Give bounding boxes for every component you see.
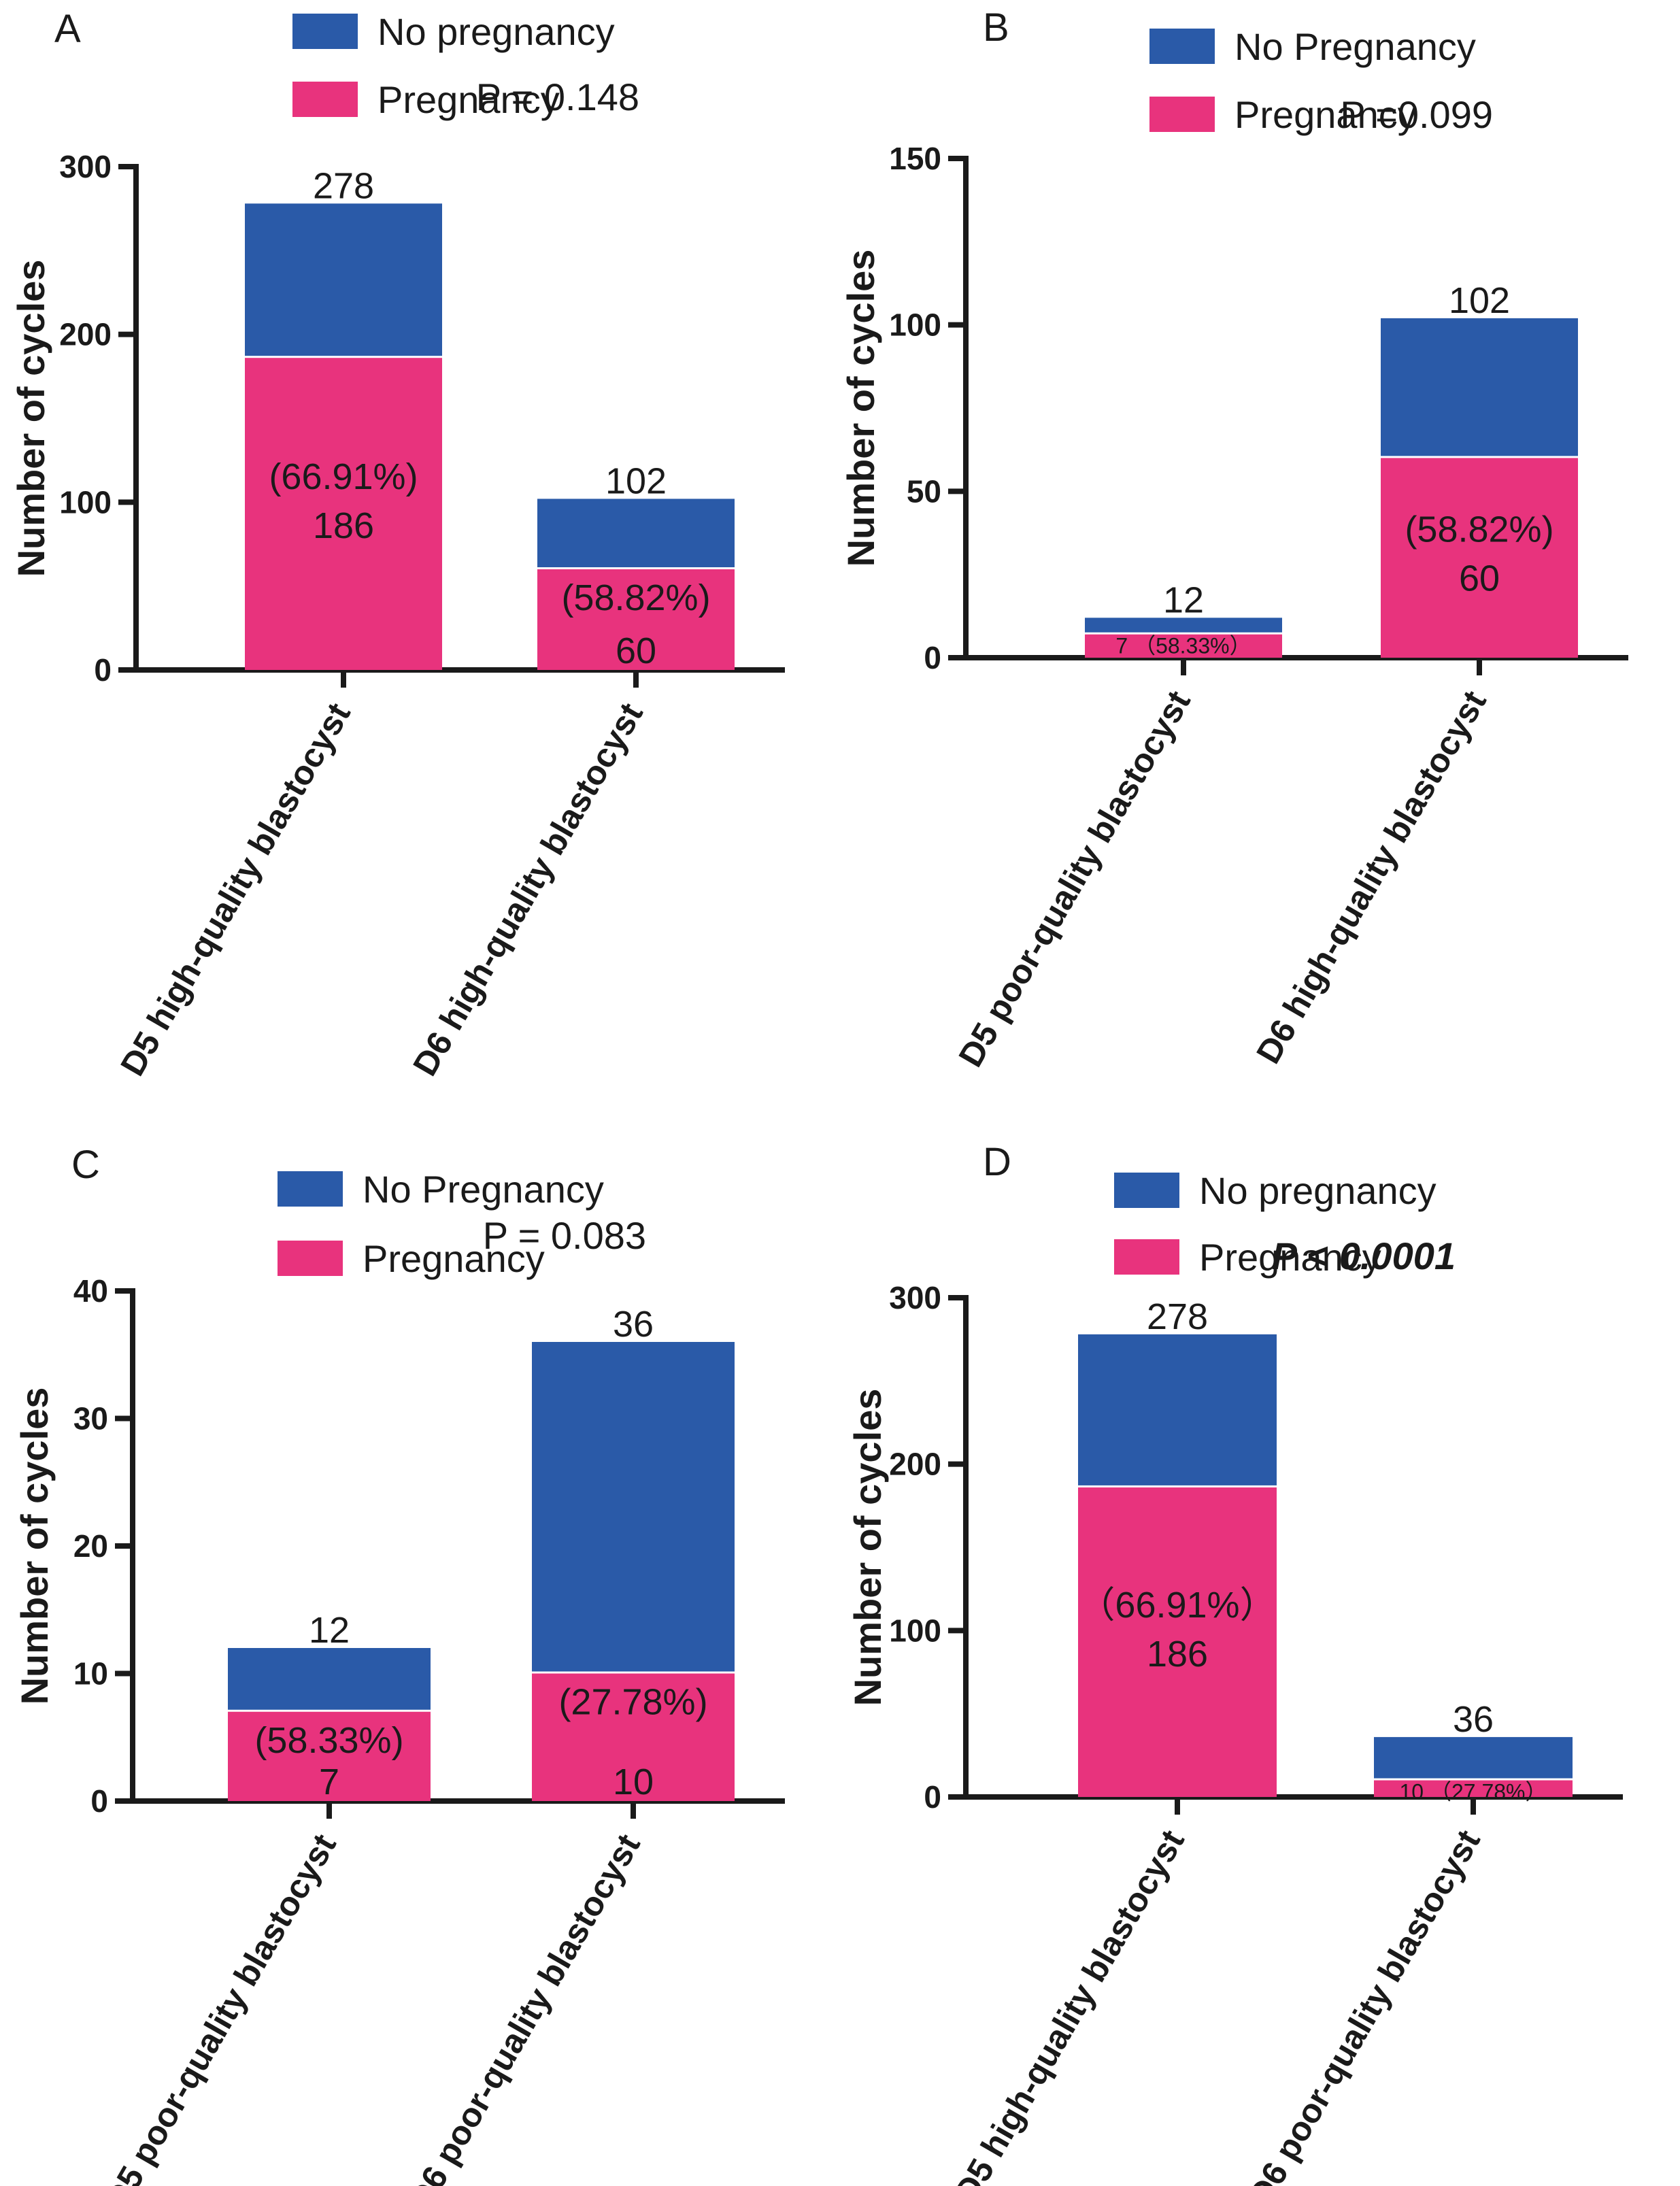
bar-pregnancy bbox=[245, 358, 442, 670]
y-tick-label: 100 bbox=[889, 307, 941, 343]
bar-no-pregnancy bbox=[245, 203, 442, 356]
panel-letter: C bbox=[71, 1143, 100, 1187]
bar-no-pregnancy bbox=[537, 499, 735, 567]
y-tick-label: 0 bbox=[94, 652, 112, 688]
y-tick-label: 20 bbox=[73, 1528, 108, 1564]
bar-pregnancy-count: 10 bbox=[613, 1762, 654, 1802]
y-axis-label: Number of cycles bbox=[13, 1388, 56, 1705]
p-value: P = 0.148 bbox=[476, 75, 639, 118]
bar-no-pregnancy bbox=[1381, 318, 1578, 456]
y-tick-label: 10 bbox=[73, 1656, 108, 1692]
bar-total-label: 278 bbox=[1147, 1296, 1208, 1337]
bar-no-pregnancy bbox=[228, 1648, 431, 1710]
y-axis-label: Number of cycles bbox=[839, 250, 882, 567]
bar-pregnancy-percent: (58.82%) bbox=[561, 577, 710, 618]
y-tick-label: 200 bbox=[889, 1447, 941, 1482]
bar-total-label: 36 bbox=[613, 1304, 654, 1345]
y-tick-label: 200 bbox=[59, 317, 112, 352]
bar-no-pregnancy bbox=[532, 1342, 735, 1672]
bar-pregnancy bbox=[532, 1673, 735, 1801]
x-category-label: D5 poor-quality blastocyst bbox=[952, 684, 1198, 1073]
y-tick-label: 100 bbox=[59, 484, 112, 520]
x-category-label: D5 high-quality blastocyst bbox=[113, 696, 358, 1082]
legend-swatch-pregnancy bbox=[292, 82, 358, 117]
bar-pregnancy-count: 186 bbox=[313, 505, 374, 546]
y-tick-label: 0 bbox=[924, 1779, 941, 1815]
legend-label-no-pregnancy: No Pregnancy bbox=[1234, 25, 1476, 68]
bar-pregnancy-count: 186 bbox=[1147, 1634, 1208, 1675]
legend-label-pregnancy: Pregnancy bbox=[1234, 93, 1417, 136]
y-tick-label: 300 bbox=[889, 1280, 941, 1315]
p-value: P = 0.083 bbox=[483, 1214, 646, 1257]
legend-label-no-pregnancy: No pregnancy bbox=[1199, 1169, 1437, 1212]
x-category-label: D5 poor-quality blastocyst bbox=[97, 1828, 344, 2186]
bar-pregnancy-percent: (27.78%) bbox=[558, 1682, 707, 1723]
bar-total-label: 12 bbox=[309, 1610, 350, 1651]
x-category-label: D5 high-quality blastocyst bbox=[947, 1823, 1192, 2186]
bar-pregnancy-label: 7 （58.33%） bbox=[1115, 634, 1251, 658]
bar-total-label: 12 bbox=[1163, 579, 1204, 620]
legend-label-pregnancy: Pregnancy bbox=[1199, 1236, 1381, 1279]
p-value: P < 0.0001 bbox=[1272, 1234, 1456, 1277]
y-tick-label: 30 bbox=[73, 1401, 108, 1436]
bar-no-pregnancy bbox=[1078, 1334, 1277, 1485]
bar-pregnancy-percent: (66.91%) bbox=[269, 456, 418, 497]
y-tick-label: 150 bbox=[889, 141, 941, 176]
bar-pregnancy bbox=[537, 569, 735, 670]
bar-no-pregnancy bbox=[1374, 1736, 1573, 1779]
bar-pregnancy-count: 7 bbox=[319, 1762, 339, 1802]
bar-pregnancy bbox=[1078, 1487, 1277, 1797]
y-tick-label: 0 bbox=[924, 640, 941, 675]
p-value: P =0.099 bbox=[1340, 93, 1493, 136]
y-tick-label: 100 bbox=[889, 1613, 941, 1648]
bar-pregnancy bbox=[1374, 1780, 1573, 1797]
y-tick-label: 0 bbox=[90, 1783, 108, 1819]
y-tick-label: 50 bbox=[907, 473, 941, 509]
bar-no-pregnancy bbox=[1085, 618, 1282, 633]
y-tick-label: 300 bbox=[59, 149, 112, 184]
panel-letter: A bbox=[54, 7, 81, 51]
x-category-label: D6 poor-quality blastocyst bbox=[401, 1828, 648, 2186]
bar-pregnancy-percent: （66.91%） bbox=[1078, 1585, 1276, 1626]
legend-label-pregnancy: Pregnancy bbox=[377, 78, 560, 121]
bar-total-label: 36 bbox=[1453, 1699, 1494, 1740]
bar-pregnancy-percent: (58.82%) bbox=[1405, 509, 1553, 550]
bar-total-label: 278 bbox=[313, 165, 374, 206]
legend-label-pregnancy: Pregnancy bbox=[363, 1237, 545, 1280]
legend-swatch-no-pregnancy bbox=[1114, 1173, 1179, 1208]
x-category-label: D6 poor-quality blastocyst bbox=[1241, 1823, 1488, 2186]
y-axis-label: Number of cycles bbox=[10, 260, 52, 577]
x-category-label: D6 high-quality blastocyst bbox=[1249, 684, 1494, 1070]
bar-pregnancy-count: 60 bbox=[616, 630, 656, 671]
x-category-label: D6 high-quality blastocyst bbox=[405, 696, 650, 1082]
bar-pregnancy-count: 60 bbox=[1459, 558, 1500, 599]
legend-swatch-pregnancy bbox=[278, 1241, 343, 1276]
legend-label-no-pregnancy: No pregnancy bbox=[377, 10, 615, 53]
panel-letter: D bbox=[983, 1140, 1011, 1184]
legend-swatch-no-pregnancy bbox=[278, 1171, 343, 1207]
bar-total-label: 102 bbox=[605, 460, 667, 501]
bar-pregnancy-percent: (58.33%) bbox=[254, 1720, 403, 1761]
y-tick-label: 40 bbox=[73, 1273, 108, 1309]
bar-pregnancy bbox=[228, 1711, 431, 1801]
legend-swatch-pregnancy bbox=[1114, 1239, 1179, 1275]
legend-swatch-no-pregnancy bbox=[292, 14, 358, 49]
bar-total-label: 102 bbox=[1449, 280, 1510, 321]
bar-pregnancy bbox=[1381, 458, 1578, 658]
bar-pregnancy bbox=[1085, 634, 1282, 658]
legend-label-no-pregnancy: No Pregnancy bbox=[363, 1168, 604, 1211]
panel-letter: B bbox=[983, 5, 1009, 50]
legend-swatch-no-pregnancy bbox=[1149, 29, 1215, 64]
y-axis-label: Number of cycles bbox=[846, 1389, 889, 1706]
legend-swatch-pregnancy bbox=[1149, 97, 1215, 132]
